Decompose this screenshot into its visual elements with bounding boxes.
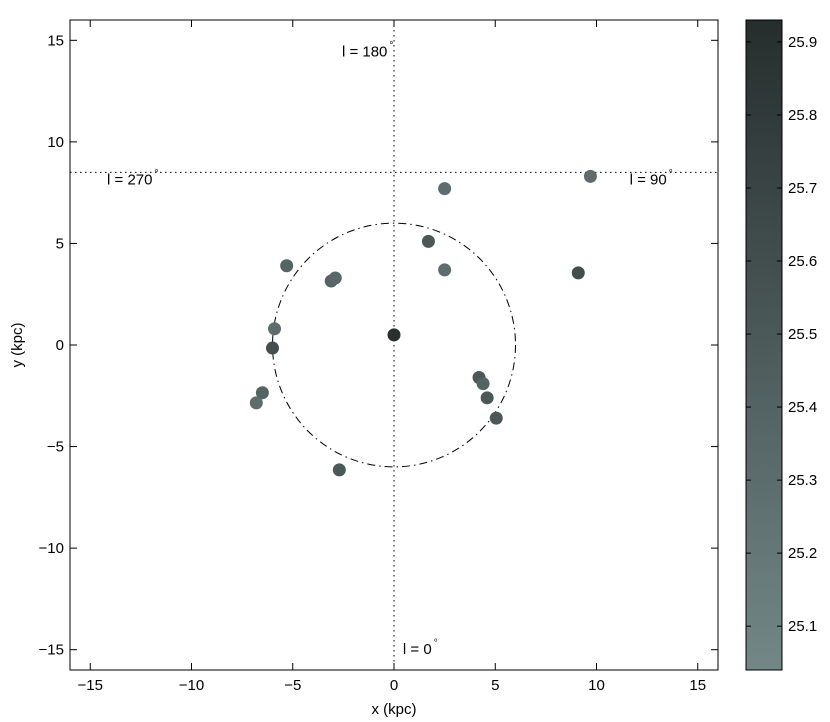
x-tick-label: 15 bbox=[689, 677, 706, 694]
longitude-annotation: l = 0 ° bbox=[403, 638, 438, 658]
colorbar: 25.1 25.2 25.3 25.4 25.5 25.6 25.7 25.8 25.9 bbox=[745, 19, 817, 671]
colorbar-tick-label: 25.1 bbox=[788, 618, 817, 635]
y-tick-label: 5 bbox=[56, 235, 64, 252]
colorbar-tick-label: 25.3 bbox=[788, 472, 817, 489]
y-tick-label: 10 bbox=[47, 134, 64, 151]
y-tick-label: 0 bbox=[56, 337, 64, 354]
data-point bbox=[438, 263, 452, 277]
plot-area: l = 180 ° l = 270 ° l = 90 ° l = 0 ° −15 −10 −5 0 5… bbox=[9, 19, 719, 718]
colorbar-tick-label: 25.4 bbox=[788, 399, 817, 416]
y-tick-label: −15 bbox=[39, 642, 64, 659]
y-tick-label: −5 bbox=[47, 439, 64, 456]
x-tick-label: −15 bbox=[78, 677, 103, 694]
degree-mark: ° bbox=[669, 169, 673, 180]
data-point bbox=[332, 463, 346, 477]
y-tick-label: −10 bbox=[39, 540, 64, 557]
x-tick-label: −10 bbox=[179, 677, 204, 694]
data-point bbox=[421, 234, 435, 248]
degree-mark: ° bbox=[389, 41, 393, 52]
data-point bbox=[255, 386, 269, 400]
x-axis-label: x (kpc) bbox=[372, 701, 417, 718]
data-point bbox=[476, 377, 490, 391]
data-point bbox=[268, 322, 282, 336]
degree-mark: ° bbox=[155, 169, 159, 180]
x-tick-label: 10 bbox=[588, 677, 605, 694]
data-point bbox=[266, 341, 279, 355]
y-axis-label: y (kpc) bbox=[9, 322, 26, 367]
data-point bbox=[249, 396, 263, 410]
data-point bbox=[480, 391, 494, 405]
data-point bbox=[571, 266, 585, 280]
x-tick-label: −5 bbox=[284, 677, 301, 694]
data-point bbox=[387, 328, 401, 342]
degree-mark: ° bbox=[434, 638, 438, 649]
data-point bbox=[583, 169, 597, 183]
longitude-annotation: l = 90 ° bbox=[630, 169, 673, 189]
data-point bbox=[328, 271, 342, 285]
reference-circle bbox=[272, 222, 516, 468]
colorbar-tick-label: 25.9 bbox=[788, 34, 817, 51]
longitude-annotation: l = 270 ° bbox=[107, 169, 158, 189]
x-tick-label: 5 bbox=[491, 677, 499, 694]
data-point bbox=[489, 411, 503, 425]
colorbar-tick-label: 25.2 bbox=[788, 545, 817, 562]
colorbar-tick-label: 25.8 bbox=[788, 107, 817, 124]
colorbar-gradient bbox=[745, 19, 783, 671]
colorbar-tick-label: 25.7 bbox=[788, 180, 817, 197]
x-tick-label: 0 bbox=[390, 677, 398, 694]
longitude-annotation: l = 180 ° bbox=[342, 41, 393, 61]
data-point bbox=[280, 259, 294, 273]
data-point bbox=[438, 182, 452, 196]
y-tick-label: 15 bbox=[47, 32, 64, 49]
colorbar-tick-label: 25.5 bbox=[788, 326, 817, 343]
colorbar-tick-label: 25.6 bbox=[788, 253, 817, 270]
